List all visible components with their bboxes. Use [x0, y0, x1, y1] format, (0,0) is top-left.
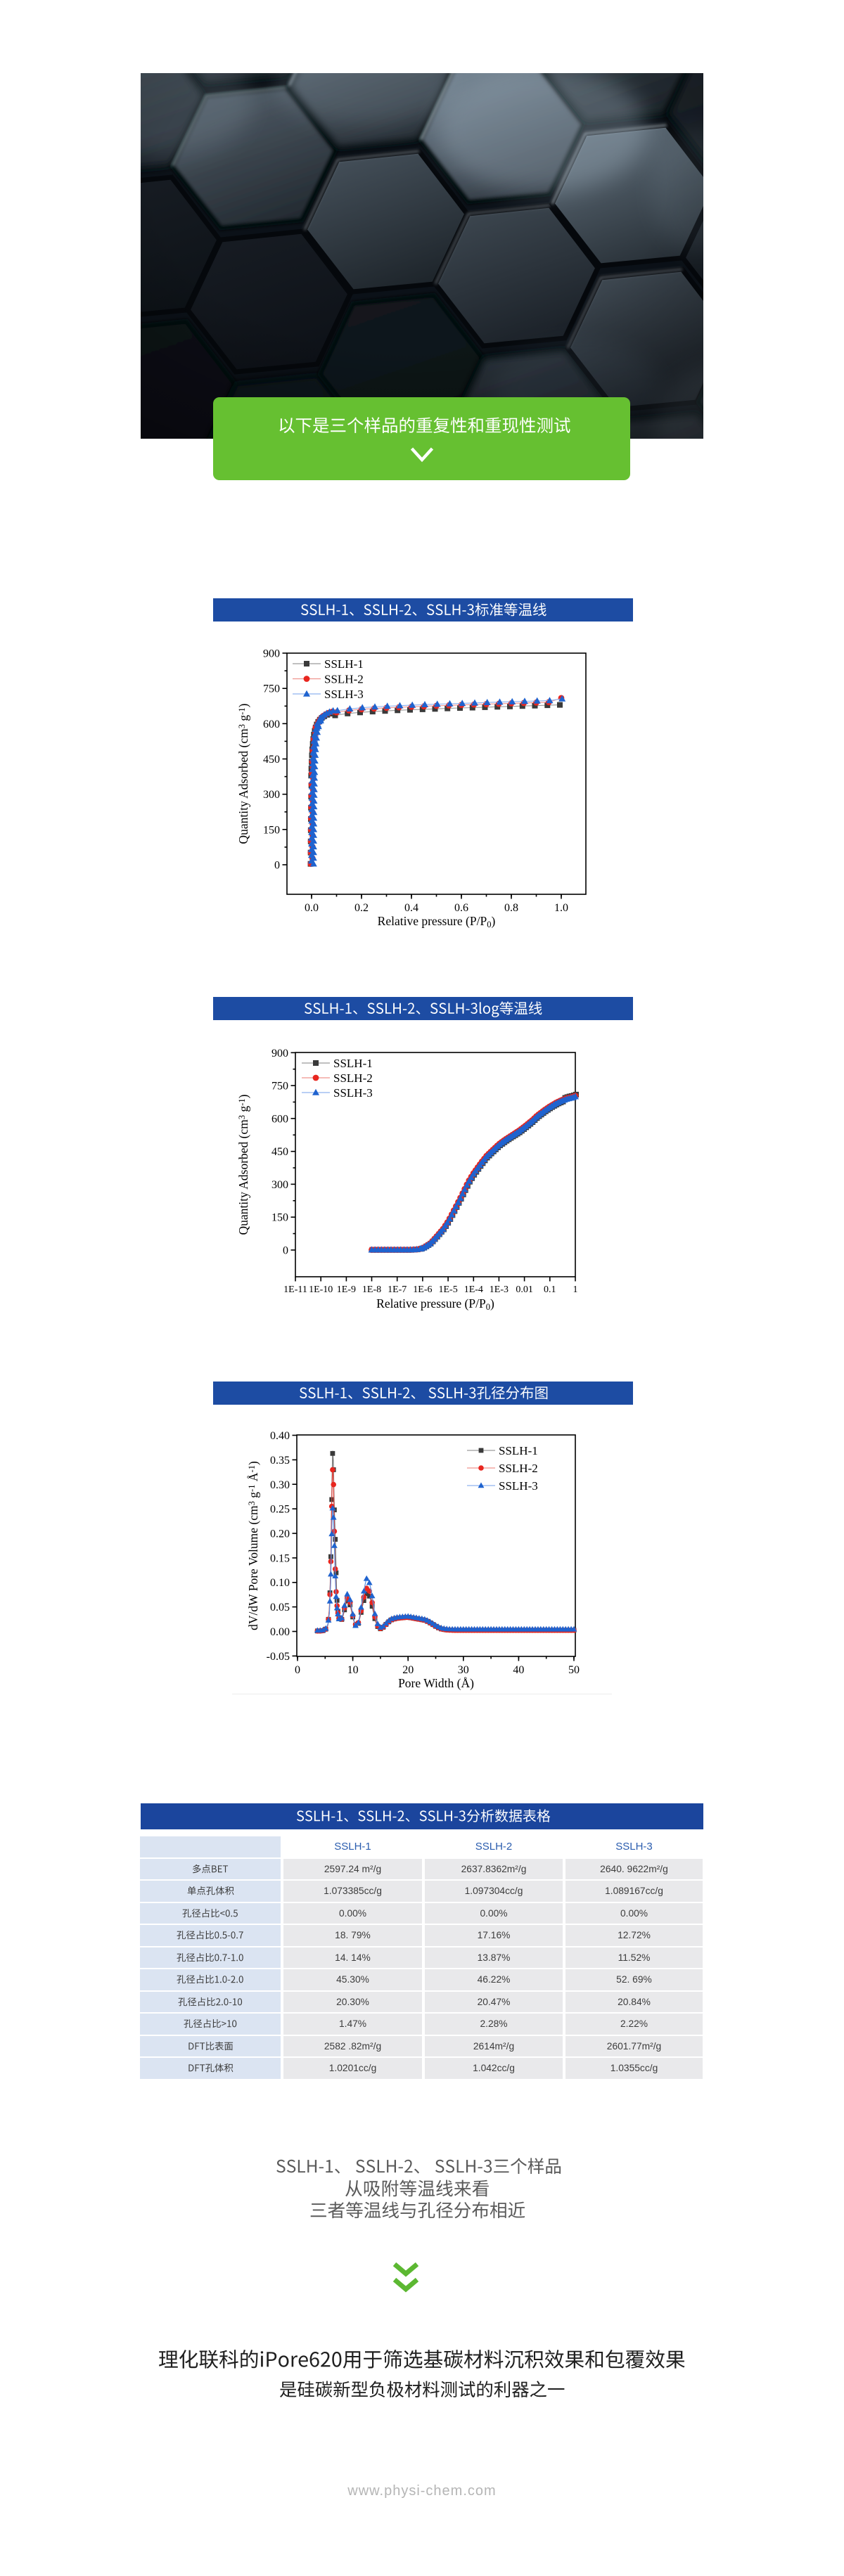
svg-text:SSLH-2: SSLH-2	[324, 672, 364, 685]
svg-text:450: 450	[271, 1146, 288, 1158]
svg-text:1E-6: 1E-6	[413, 1284, 432, 1295]
svg-text:150: 150	[263, 824, 280, 836]
svg-text:1E-11: 1E-11	[283, 1284, 307, 1295]
svg-text:0.0: 0.0	[305, 902, 319, 914]
svg-text:1: 1	[573, 1284, 578, 1295]
svg-text:0.00: 0.00	[270, 1626, 290, 1638]
svg-text:Pore Width (Å): Pore Width (Å)	[398, 1676, 474, 1690]
svg-text:750: 750	[271, 1081, 288, 1093]
svg-text:0.15: 0.15	[270, 1552, 290, 1564]
svg-text:1E-8: 1E-8	[362, 1284, 381, 1295]
svg-text:0.30: 0.30	[270, 1479, 290, 1491]
svg-text:1E-3: 1E-3	[490, 1284, 509, 1295]
svg-text:0.40: 0.40	[270, 1430, 290, 1442]
svg-text:dV/dW Pore Volume (cm3 g-1 Å-1: dV/dW Pore Volume (cm3 g-1 Å-1)	[246, 1461, 260, 1630]
svg-text:50: 50	[568, 1664, 580, 1676]
svg-text:SSLH-2: SSLH-2	[333, 1071, 373, 1085]
svg-text:0: 0	[295, 1664, 300, 1676]
svg-text:SSLH-3: SSLH-3	[324, 688, 364, 701]
svg-text:600: 600	[271, 1113, 288, 1125]
svg-text:SSLH-2: SSLH-2	[499, 1462, 538, 1475]
svg-text:0.05: 0.05	[270, 1602, 290, 1614]
svg-text:SSLH-3: SSLH-3	[499, 1479, 538, 1493]
svg-text:0.01: 0.01	[516, 1284, 533, 1295]
svg-text:900: 900	[263, 648, 280, 660]
svg-text:0.20: 0.20	[270, 1528, 290, 1540]
svg-text:0.4: 0.4	[404, 902, 418, 914]
svg-text:Relative pressure (P/P0): Relative pressure (P/P0)	[376, 1296, 494, 1312]
svg-text:1E-5: 1E-5	[438, 1284, 457, 1295]
svg-text:0.10: 0.10	[270, 1577, 290, 1589]
svg-text:0: 0	[283, 1245, 288, 1257]
svg-text:10: 10	[347, 1664, 359, 1676]
svg-text:0.1: 0.1	[544, 1284, 556, 1295]
svg-text:300: 300	[271, 1179, 288, 1191]
svg-text:0.8: 0.8	[504, 902, 518, 914]
svg-text:SSLH-1: SSLH-1	[333, 1057, 373, 1070]
svg-text:SSLH-3: SSLH-3	[333, 1086, 373, 1100]
svg-text:20: 20	[402, 1664, 414, 1676]
svg-text:30: 30	[458, 1664, 469, 1676]
svg-text:40: 40	[513, 1664, 524, 1676]
svg-text:750: 750	[263, 683, 280, 695]
svg-text:Relative pressure (P/P0): Relative pressure (P/P0)	[378, 914, 496, 929]
svg-text:1E-10: 1E-10	[309, 1284, 333, 1295]
svg-text:0.25: 0.25	[270, 1504, 290, 1516]
svg-text:Quantity Adsorbed (cm3 g-1): Quantity Adsorbed (cm3 g-1)	[236, 703, 250, 844]
svg-text:300: 300	[263, 789, 280, 801]
svg-text:SSLH-1: SSLH-1	[324, 657, 364, 671]
svg-text:0.2: 0.2	[354, 902, 369, 914]
svg-text:450: 450	[263, 754, 280, 766]
svg-text:Quantity Adsorbed (cm3 g-1): Quantity Adsorbed (cm3 g-1)	[236, 1094, 250, 1235]
svg-text:SSLH-1: SSLH-1	[499, 1444, 538, 1457]
svg-text:0.35: 0.35	[270, 1455, 290, 1467]
svg-text:150: 150	[271, 1212, 288, 1224]
svg-text:0: 0	[274, 860, 280, 872]
svg-text:-0.05: -0.05	[267, 1651, 290, 1663]
svg-text:900: 900	[271, 1048, 288, 1060]
svg-text:0.6: 0.6	[454, 902, 468, 914]
svg-text:1E-7: 1E-7	[388, 1284, 407, 1295]
svg-text:1E-9: 1E-9	[337, 1284, 356, 1295]
svg-text:600: 600	[263, 719, 280, 730]
svg-text:1.0: 1.0	[554, 902, 568, 914]
svg-text:1E-4: 1E-4	[464, 1284, 483, 1295]
